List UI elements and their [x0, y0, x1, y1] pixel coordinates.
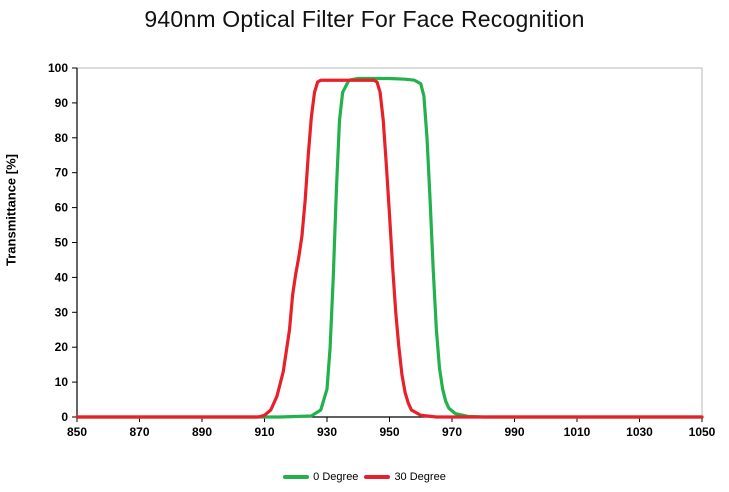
legend-label-0-degree: 0 Degree	[313, 471, 359, 483]
series-line-30-degree	[75, 78, 704, 419]
x-tick-label: 890	[192, 425, 212, 439]
x-tick-label: 950	[379, 425, 399, 439]
legend: 0 Degree 30 Degree	[0, 471, 729, 483]
y-tick-label: 100	[48, 61, 68, 75]
y-tick-label: 20	[55, 340, 69, 354]
legend-item-0-degree: 0 Degree	[283, 471, 358, 483]
y-tick-label: 30	[55, 305, 69, 319]
y-tick-label: 0	[61, 410, 68, 424]
x-tick-label: 970	[442, 425, 462, 439]
series-line-0-degree	[75, 76, 704, 419]
legend-swatch-30-degree	[364, 475, 391, 479]
x-tick-label: 870	[129, 425, 149, 439]
y-tick-label: 70	[55, 166, 69, 180]
y-tick-label: 60	[55, 201, 69, 215]
y-tick-label: 90	[55, 96, 69, 110]
plot-frame	[76, 67, 703, 418]
legend-label-30-degree: 30 Degree	[394, 471, 446, 483]
chart-plot: 0 10 20 30 40 50 60 70 80 90 100 850 870 890 910 930 950…	[48, 61, 716, 439]
x-tick-label: 850	[67, 425, 87, 439]
x-tick-label: 1010	[564, 425, 591, 439]
legend-item-30-degree: 30 Degree	[364, 471, 446, 483]
x-tick-label: 930	[317, 425, 337, 439]
chart-title: 940nm Optical Filter For Face Recognitio…	[144, 6, 585, 32]
x-tick-label: 1050	[689, 425, 716, 439]
legend-swatch-0-degree	[283, 475, 310, 479]
y-tick-label: 40	[55, 270, 69, 284]
x-tick-label: 910	[254, 425, 274, 439]
x-tick-label: 990	[504, 425, 524, 439]
x-tick-label: 1030	[626, 425, 653, 439]
y-tick-label: 80	[55, 131, 69, 145]
y-tick-label: 50	[55, 236, 69, 250]
y-tick-label: 10	[55, 375, 69, 389]
